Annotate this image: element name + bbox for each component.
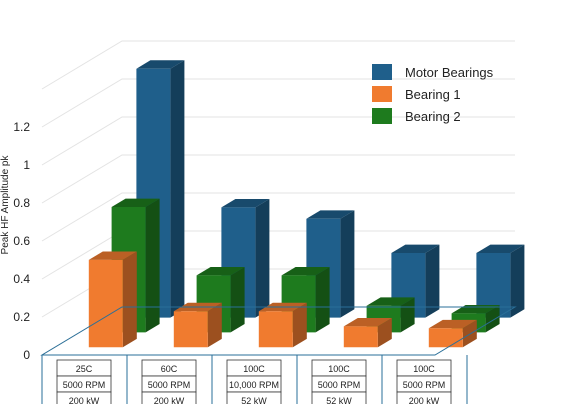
bar-front: [428, 328, 463, 348]
bar-top: [343, 318, 392, 327]
gridline: [41, 116, 515, 166]
category-text: 52 kW: [326, 396, 352, 404]
bar: [196, 267, 245, 333]
category-cell: [396, 391, 452, 404]
bar-top: [88, 251, 137, 260]
bar-side: [230, 267, 245, 333]
category-text: 52 kW: [241, 396, 267, 404]
category-text: 100C: [243, 364, 265, 374]
category-label: 100C 5000 RPM 52 kW: [311, 359, 367, 404]
bar-top: [221, 199, 270, 208]
bar: [258, 302, 307, 348]
category-label: 100C 5000 RPM 200 kW: [396, 359, 452, 404]
bar: [173, 302, 222, 348]
floor-outline: [40, 306, 517, 356]
bar-side: [207, 302, 222, 348]
bar-side: [170, 60, 185, 318]
bar-side: [425, 244, 440, 318]
bar: [343, 318, 392, 348]
bar-top: [196, 267, 245, 276]
category-text: 25C: [76, 364, 93, 374]
bar-top: [428, 319, 477, 329]
legend-swatch: [372, 64, 392, 80]
bar-front: [173, 311, 208, 348]
bar-side: [292, 302, 307, 348]
category-cell: [56, 391, 112, 404]
legend-label: Motor Bearings: [405, 65, 494, 80]
bar-top: [306, 210, 355, 219]
bar-top: [366, 297, 415, 306]
y-tick-label: 1: [23, 158, 30, 172]
bar-top: [391, 244, 440, 253]
y-tick-label: 0.2: [13, 310, 30, 324]
bar-side: [145, 198, 160, 333]
category-text: 100C: [413, 364, 435, 374]
legend: Motor Bearings Bearing 1 Bearing 2: [372, 64, 494, 124]
category-text: 60C: [161, 364, 178, 374]
category-text: 100C: [328, 364, 350, 374]
bar-side: [510, 244, 525, 318]
bar-front: [258, 311, 293, 348]
bar-side: [340, 210, 355, 318]
legend-swatch: [372, 86, 392, 102]
bar-top: [476, 244, 525, 253]
floor: [40, 306, 517, 404]
bar-top: [281, 267, 330, 276]
bar: [476, 244, 525, 318]
bar: [88, 251, 137, 348]
legend-label: Bearing 2: [405, 109, 461, 124]
bar-side: [255, 199, 270, 318]
bar-side: [485, 305, 500, 333]
category-cell: [141, 391, 197, 404]
y-tick-label: 0.6: [13, 234, 30, 248]
category-label: 100C 10,000 RPM 52 kW: [226, 359, 282, 404]
gridline: [41, 40, 515, 90]
legend-item: Bearing 1: [372, 86, 461, 102]
bar-side: [377, 318, 392, 348]
legend-item: Motor Bearings: [372, 64, 494, 80]
category-label: 60C 5000 RPM 200 kW: [141, 359, 197, 404]
category-text: 200 kW: [154, 396, 185, 404]
y-tick-label: 0: [23, 348, 30, 362]
category-text: 5000 RPM: [403, 380, 446, 390]
category-text: 10,000 RPM: [229, 380, 279, 390]
bar-side: [400, 297, 415, 333]
bar-side: [315, 267, 330, 333]
category-text: 5000 RPM: [318, 380, 361, 390]
bar-front: [88, 259, 123, 348]
bar-front: [343, 326, 378, 348]
gridline: [41, 192, 515, 242]
bars: [88, 60, 525, 348]
y-tick-label: 1.2: [13, 120, 30, 134]
category-text: 200 kW: [409, 396, 440, 404]
category-label: 25C 5000 RPM 200 kW: [56, 359, 112, 404]
y-tick-label: 0.4: [13, 272, 30, 286]
bar-front: [476, 253, 511, 318]
legend-label: Bearing 1: [405, 87, 461, 102]
bar-top: [111, 198, 160, 207]
legend-swatch: [372, 108, 392, 124]
category-text: 200 kW: [69, 396, 100, 404]
category-cell: [226, 391, 282, 404]
y-axis-label: Peak HF Amplitude pk: [0, 155, 11, 255]
category-cell: [311, 391, 367, 404]
bar: [428, 319, 477, 348]
bar-top: [136, 60, 185, 69]
y-tick-label: 0.8: [13, 196, 30, 210]
y-axis-ticks: 0 0.2 0.4 0.6 0.8 1 1.2: [13, 120, 30, 362]
gridline: [41, 154, 515, 204]
bar-side: [122, 251, 137, 348]
category-text: 5000 RPM: [63, 380, 106, 390]
legend-item: Bearing 2: [372, 108, 461, 124]
category-text: 5000 RPM: [148, 380, 191, 390]
